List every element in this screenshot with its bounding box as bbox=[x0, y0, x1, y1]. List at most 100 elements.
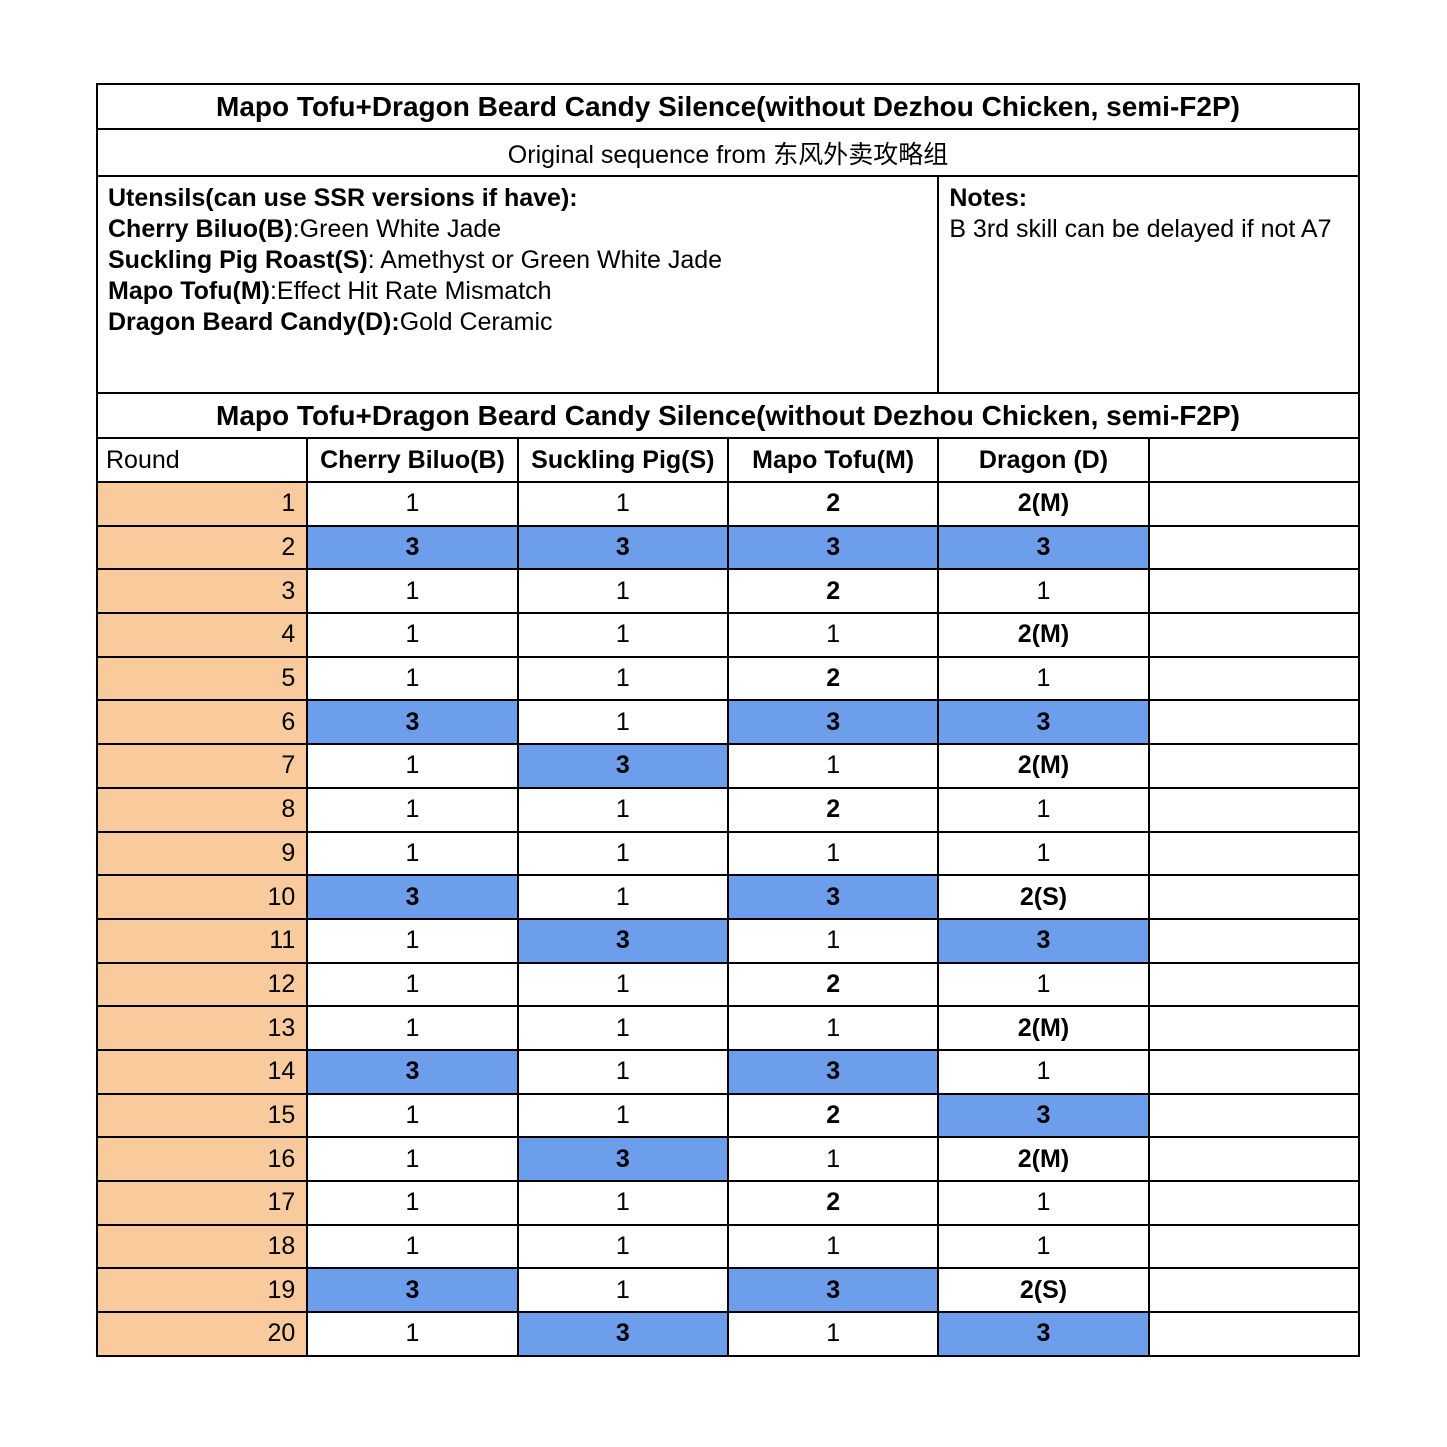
value-cell[interactable]: 1 bbox=[306, 743, 519, 789]
value-cell[interactable]: 2 bbox=[726, 481, 940, 527]
value-cell[interactable]: 3 bbox=[937, 1092, 1150, 1139]
empty-cell[interactable] bbox=[1147, 1136, 1361, 1182]
round-cell[interactable]: 4 bbox=[95, 612, 309, 658]
value-cell[interactable]: 1 bbox=[937, 568, 1150, 615]
empty-cell[interactable] bbox=[1147, 1005, 1361, 1051]
value-cell[interactable]: 2(M) bbox=[937, 1005, 1150, 1051]
value-cell[interactable]: 2(M) bbox=[937, 612, 1150, 658]
empty-cell[interactable] bbox=[1147, 830, 1361, 877]
empty-cell[interactable] bbox=[1147, 655, 1361, 702]
empty-cell[interactable] bbox=[1147, 1092, 1361, 1139]
value-cell[interactable]: 3 bbox=[726, 1048, 940, 1095]
empty-cell[interactable] bbox=[1147, 1267, 1361, 1314]
value-cell[interactable]: 1 bbox=[306, 481, 519, 527]
empty-cell[interactable] bbox=[1147, 1180, 1361, 1226]
value-cell[interactable]: 3 bbox=[726, 524, 940, 571]
empty-cell[interactable] bbox=[1147, 1223, 1361, 1270]
value-cell[interactable]: 1 bbox=[726, 612, 940, 658]
value-cell[interactable]: 1 bbox=[306, 786, 519, 833]
value-cell[interactable]: 1 bbox=[516, 655, 729, 702]
value-cell[interactable]: 3 bbox=[726, 699, 940, 746]
value-cell[interactable]: 1 bbox=[937, 786, 1150, 833]
round-cell[interactable]: 7 bbox=[95, 743, 309, 789]
round-cell[interactable]: 17 bbox=[95, 1180, 309, 1226]
value-cell[interactable]: 1 bbox=[937, 655, 1150, 702]
value-cell[interactable]: 2 bbox=[726, 655, 940, 702]
value-cell[interactable]: 1 bbox=[937, 830, 1150, 877]
value-cell[interactable]: 1 bbox=[306, 1223, 519, 1270]
value-cell[interactable]: 2 bbox=[726, 568, 940, 615]
round-cell[interactable]: 16 bbox=[95, 1136, 309, 1182]
value-cell[interactable]: 1 bbox=[937, 1223, 1150, 1270]
value-cell[interactable]: 3 bbox=[306, 524, 519, 571]
empty-cell[interactable] bbox=[1147, 917, 1361, 964]
empty-cell[interactable] bbox=[1147, 874, 1361, 920]
value-cell[interactable]: 1 bbox=[516, 830, 729, 877]
empty-cell[interactable] bbox=[1147, 1048, 1361, 1095]
value-cell[interactable]: 1 bbox=[726, 743, 940, 789]
value-cell[interactable]: 1 bbox=[516, 612, 729, 658]
value-cell[interactable]: 2(M) bbox=[937, 1136, 1150, 1182]
value-cell[interactable]: 3 bbox=[726, 874, 940, 920]
value-cell[interactable]: 3 bbox=[306, 874, 519, 920]
value-cell[interactable]: 2(M) bbox=[937, 743, 1150, 789]
value-cell[interactable]: 2 bbox=[726, 786, 940, 833]
round-cell[interactable]: 1 bbox=[95, 481, 309, 527]
empty-cell[interactable] bbox=[1147, 961, 1361, 1008]
value-cell[interactable]: 2 bbox=[726, 1180, 940, 1226]
col-header-suckling-pig[interactable]: Suckling Pig(S) bbox=[516, 437, 729, 483]
value-cell[interactable]: 1 bbox=[726, 1223, 940, 1270]
value-cell[interactable]: 3 bbox=[516, 1311, 729, 1357]
value-cell[interactable]: 3 bbox=[937, 917, 1150, 964]
value-cell[interactable]: 1 bbox=[306, 961, 519, 1008]
value-cell[interactable]: 1 bbox=[516, 1180, 729, 1226]
col-header-round[interactable]: Round bbox=[95, 437, 309, 483]
value-cell[interactable]: 1 bbox=[306, 1005, 519, 1051]
value-cell[interactable]: 3 bbox=[937, 1311, 1150, 1357]
round-cell[interactable]: 12 bbox=[95, 961, 309, 1008]
round-cell[interactable]: 20 bbox=[95, 1311, 309, 1357]
value-cell[interactable]: 1 bbox=[516, 568, 729, 615]
value-cell[interactable]: 3 bbox=[306, 1048, 519, 1095]
col-header-cherry-biluo[interactable]: Cherry Biluo(B) bbox=[306, 437, 519, 483]
round-cell[interactable]: 19 bbox=[95, 1267, 309, 1314]
empty-cell[interactable] bbox=[1147, 786, 1361, 833]
value-cell[interactable]: 1 bbox=[937, 961, 1150, 1008]
value-cell[interactable]: 1 bbox=[726, 917, 940, 964]
round-cell[interactable]: 10 bbox=[95, 874, 309, 920]
value-cell[interactable]: 1 bbox=[516, 1267, 729, 1314]
value-cell[interactable]: 1 bbox=[306, 568, 519, 615]
value-cell[interactable]: 1 bbox=[516, 1092, 729, 1139]
value-cell[interactable]: 2(S) bbox=[937, 874, 1150, 920]
value-cell[interactable]: 1 bbox=[516, 1048, 729, 1095]
value-cell[interactable]: 3 bbox=[516, 917, 729, 964]
round-cell[interactable]: 15 bbox=[95, 1092, 309, 1139]
value-cell[interactable]: 3 bbox=[306, 1267, 519, 1314]
utensils-cell[interactable]: Utensils(can use SSR versions if have): … bbox=[95, 175, 940, 394]
value-cell[interactable]: 3 bbox=[937, 524, 1150, 571]
round-cell[interactable]: 13 bbox=[95, 1005, 309, 1051]
round-cell[interactable]: 6 bbox=[95, 699, 309, 746]
value-cell[interactable]: 2(S) bbox=[937, 1267, 1150, 1314]
round-cell[interactable]: 3 bbox=[95, 568, 309, 615]
value-cell[interactable]: 2 bbox=[726, 961, 940, 1008]
value-cell[interactable]: 3 bbox=[726, 1267, 940, 1314]
round-cell[interactable]: 5 bbox=[95, 655, 309, 702]
value-cell[interactable]: 1 bbox=[306, 1311, 519, 1357]
empty-cell[interactable] bbox=[1147, 612, 1361, 658]
value-cell[interactable]: 1 bbox=[516, 699, 729, 746]
value-cell[interactable]: 3 bbox=[306, 699, 519, 746]
value-cell[interactable]: 1 bbox=[306, 917, 519, 964]
round-cell[interactable]: 14 bbox=[95, 1048, 309, 1095]
value-cell[interactable]: 1 bbox=[937, 1180, 1150, 1226]
value-cell[interactable]: 1 bbox=[306, 1180, 519, 1226]
value-cell[interactable]: 1 bbox=[306, 830, 519, 877]
value-cell[interactable]: 1 bbox=[726, 830, 940, 877]
value-cell[interactable]: 3 bbox=[937, 699, 1150, 746]
empty-cell[interactable] bbox=[1147, 481, 1361, 527]
value-cell[interactable]: 1 bbox=[726, 1136, 940, 1182]
value-cell[interactable]: 1 bbox=[306, 655, 519, 702]
value-cell[interactable]: 1 bbox=[306, 612, 519, 658]
round-cell[interactable]: 9 bbox=[95, 830, 309, 877]
value-cell[interactable]: 3 bbox=[516, 524, 729, 571]
